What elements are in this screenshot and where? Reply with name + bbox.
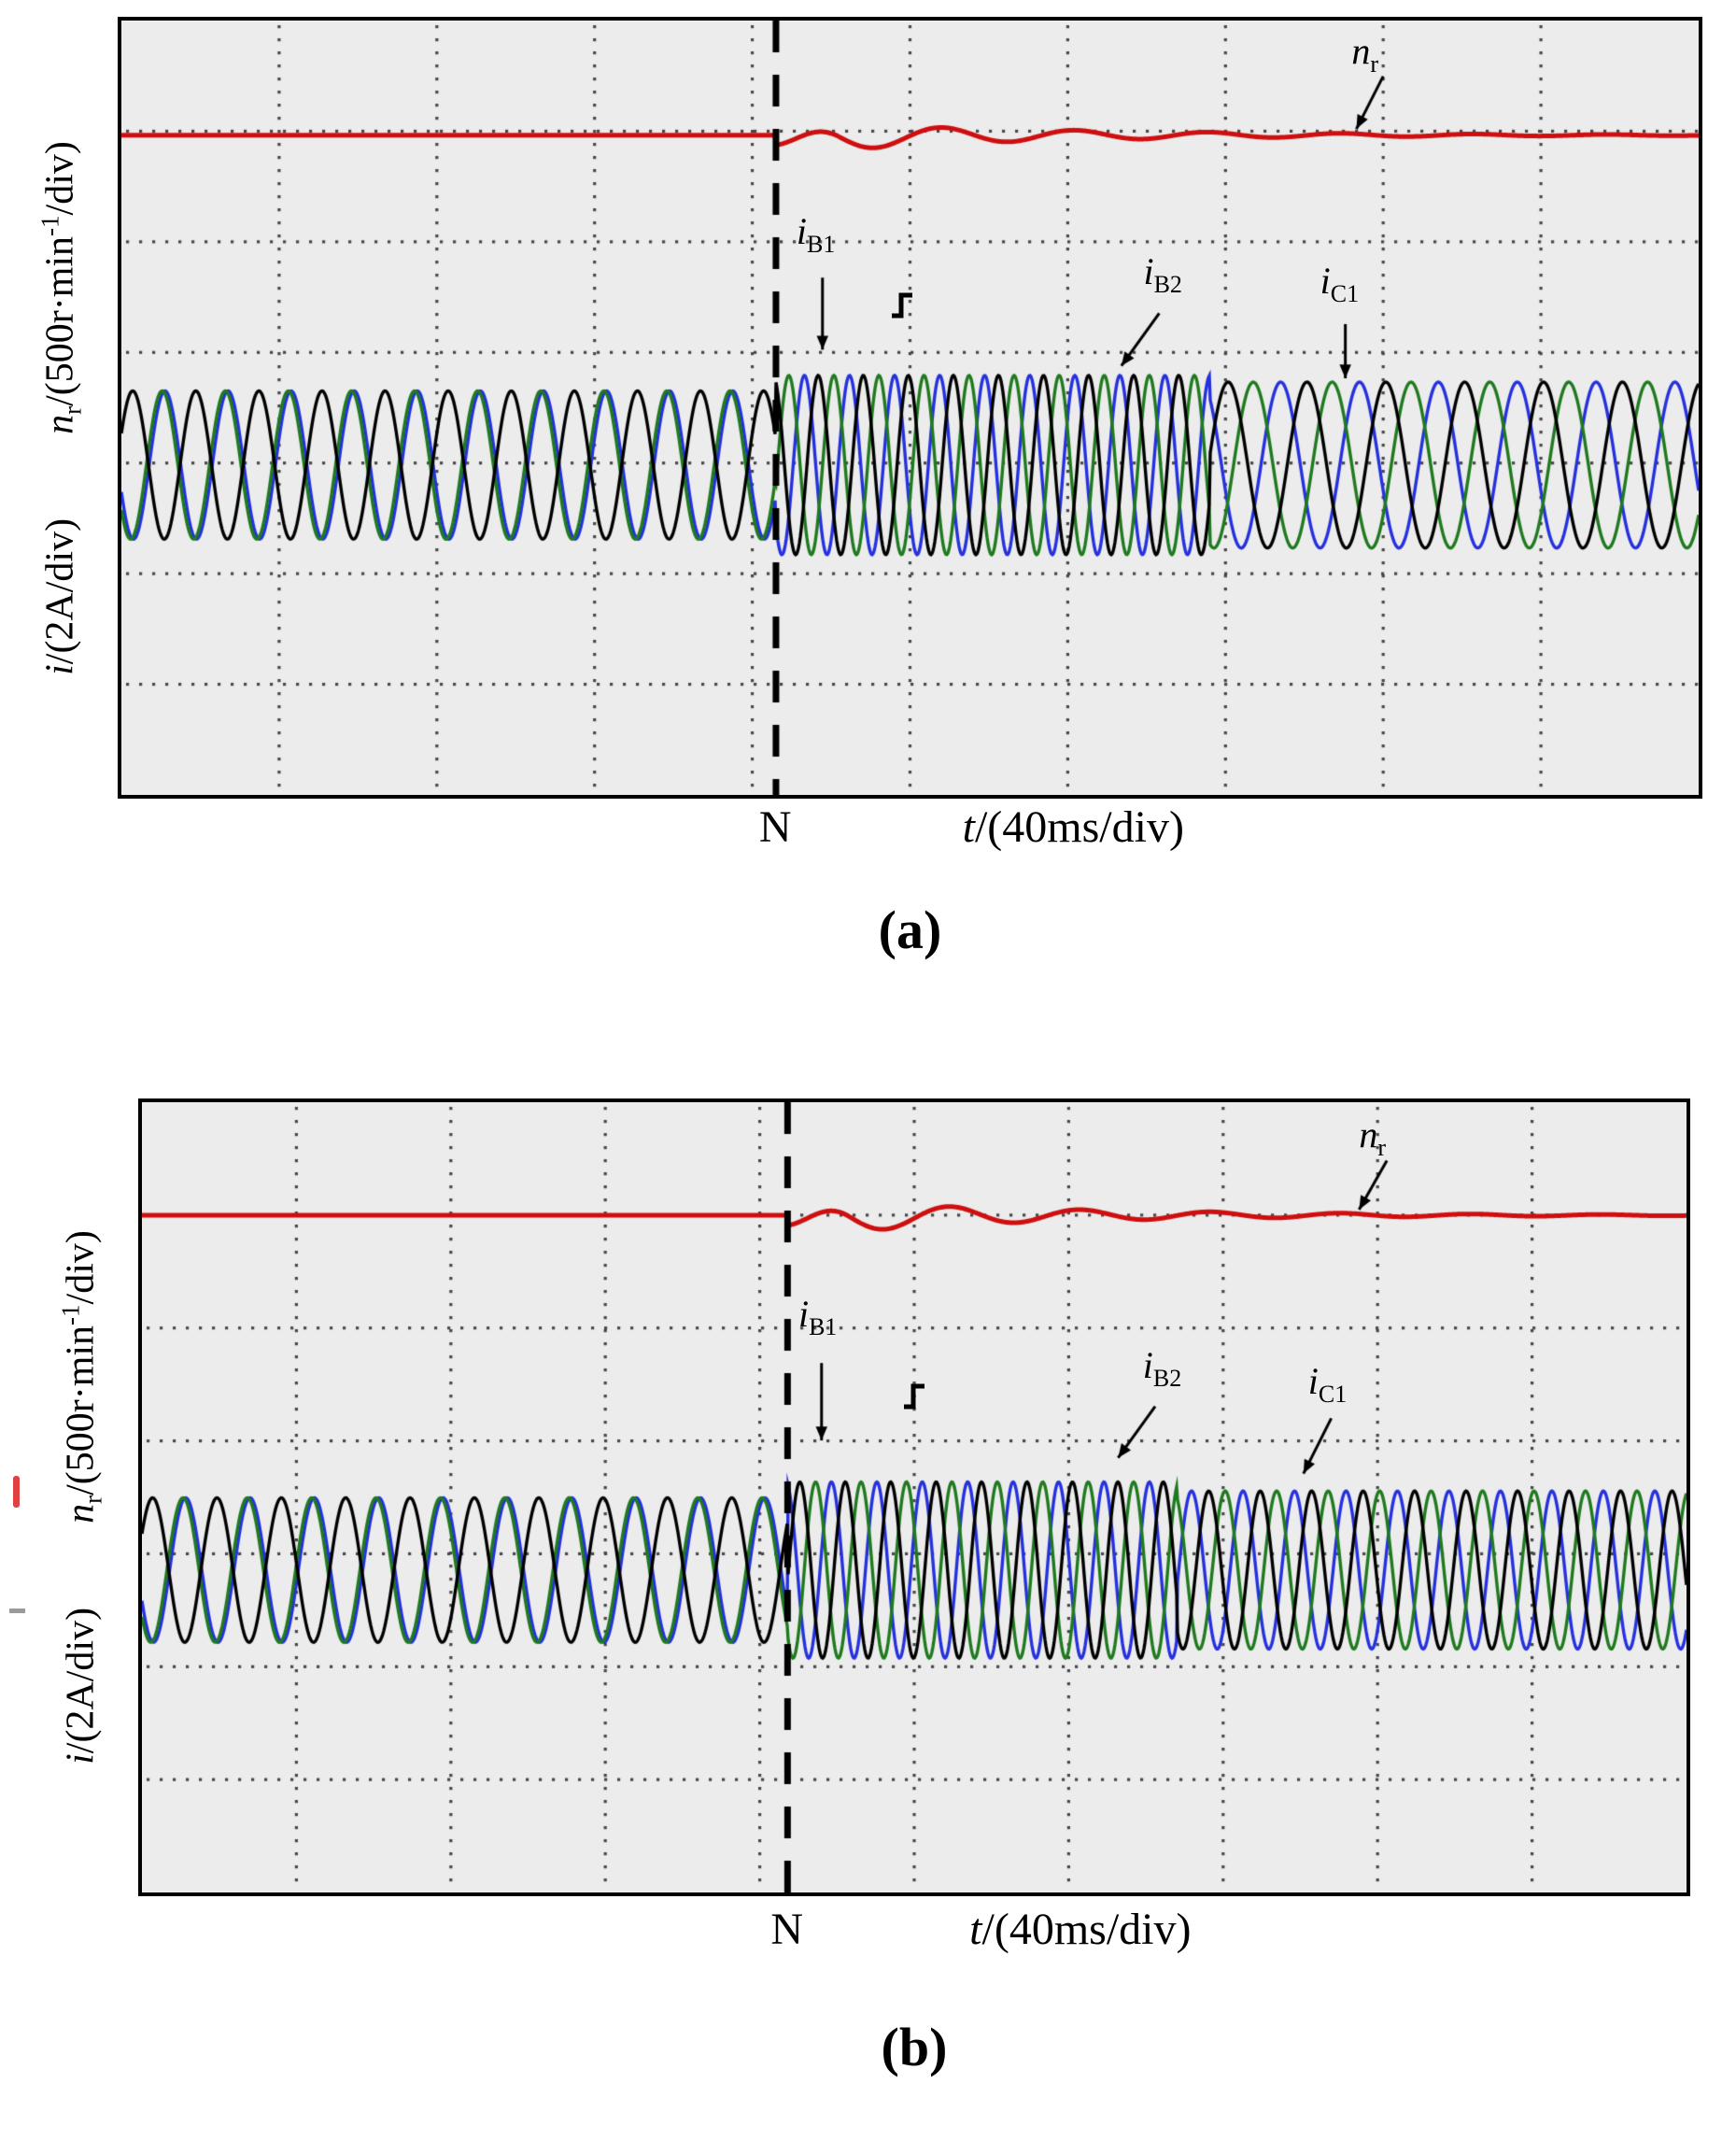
ylabel-speed-sup-b: -1 xyxy=(56,1304,85,1325)
x-axis-row-a: N t/(40ms/div) xyxy=(118,801,1702,863)
ylabel-current-b: i/(2A/div) xyxy=(58,1608,103,1764)
panel-caption-b: (b) xyxy=(881,2017,948,2077)
event-label-a: N xyxy=(758,802,792,852)
ylabel-speed-mid-a: /(500r·min xyxy=(38,235,82,406)
ylabel-speed-sup-a: -1 xyxy=(35,214,64,236)
x-axis-label-b: t/(40ms/div) xyxy=(969,1904,1191,1955)
y-axis-label-b: i/(2A/div) nr/(500r·min-1/div) xyxy=(43,1098,121,1896)
ylabel-speed-post-b: /div) xyxy=(59,1230,103,1305)
scan-artifact-red xyxy=(13,1476,20,1508)
scan-artifact-gray xyxy=(9,1609,25,1613)
oscillogram-canvas-a xyxy=(121,21,1699,795)
ylabel-speed-a: nr/(500r·min-1/div) xyxy=(35,141,87,434)
oscillogram-canvas-b xyxy=(142,1102,1687,1892)
oscillogram-plot-b: nr iB1 iB2 iC1 xyxy=(138,1098,1690,1896)
ylabel-current-a: i/(2A/div) xyxy=(37,517,82,674)
ylabel-speed-var-a: n xyxy=(38,414,82,434)
ylabel-speed-post-a: /div) xyxy=(38,140,82,215)
ylabel-current-units-b: /(2A/div) xyxy=(59,1607,103,1754)
ylabel-speed-mid-b: /(500r·min xyxy=(59,1325,103,1495)
ylabel-speed-var-b: n xyxy=(59,1503,103,1524)
ylabel-speed-b: nr/(500r·min-1/div) xyxy=(56,1230,107,1524)
ylabel-speed-sub-b: r xyxy=(78,1495,107,1504)
ylabel-current-var-b: i xyxy=(59,1753,103,1764)
x-axis-var-a: t xyxy=(962,802,975,852)
x-axis-row-b: N t/(40ms/div) xyxy=(138,1904,1690,1965)
x-axis-label-a: t/(40ms/div) xyxy=(963,801,1184,853)
x-axis-units-a: /(40ms/div) xyxy=(974,802,1184,852)
panel-caption-a: (a) xyxy=(878,900,942,960)
ylabel-speed-sub-a: r xyxy=(58,405,87,415)
oscillogram-plot-a: nr iB1 iB2 iC1 xyxy=(118,17,1702,799)
x-axis-units-b: /(40ms/div) xyxy=(981,1905,1192,1954)
event-label-b: N xyxy=(770,1905,804,1954)
ylabel-current-var-a: i xyxy=(38,663,82,675)
x-axis-var-b: t xyxy=(969,1905,982,1954)
y-axis-label-text-a: i/(2A/div) nr/(500r·min-1/div) xyxy=(35,141,87,675)
ylabel-current-units-a: /(2A/div) xyxy=(38,517,82,664)
y-axis-label-text-b: i/(2A/div) nr/(500r·min-1/div) xyxy=(56,1230,107,1764)
y-axis-label-a: i/(2A/div) nr/(500r·min-1/div) xyxy=(22,17,101,799)
